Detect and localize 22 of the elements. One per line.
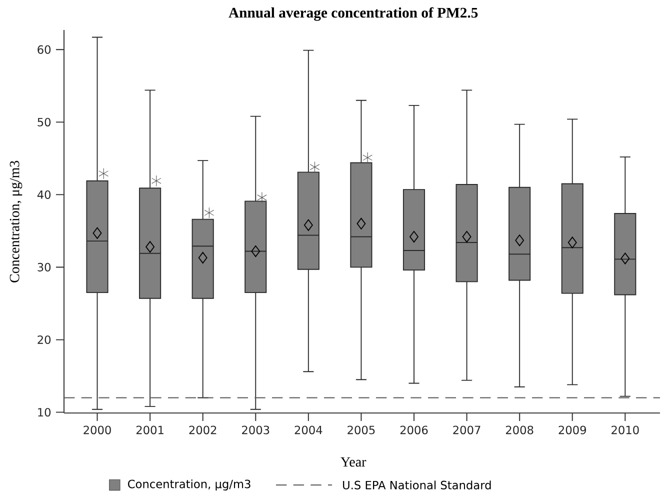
chart-title: Annual average concentration of PM2.5 xyxy=(228,7,478,21)
y-tick-label: 40 xyxy=(37,190,51,199)
y-tick-label: 50 xyxy=(38,118,51,126)
x-tick-label: 2004 xyxy=(294,426,322,434)
x-tick-label: 2002 xyxy=(189,426,216,434)
x-tick-label: 2008 xyxy=(506,426,534,434)
x-tick-label: 2003 xyxy=(242,426,270,434)
y-axis-title: Concentration, μg/m3 xyxy=(10,160,22,282)
x-axis-title: Year xyxy=(340,457,366,467)
x-tick-label: 2009 xyxy=(558,426,586,434)
y-tick-label: 20 xyxy=(38,335,51,344)
x-tick-label: 2007 xyxy=(453,426,480,434)
legend-label: Concentration, μg/m3 xyxy=(128,479,250,490)
x-tick-label: 2005 xyxy=(348,426,375,434)
legend-label: U.S EPA National Standard xyxy=(343,480,491,490)
y-tick-label: 60 xyxy=(38,45,51,54)
x-tick-label: 2000 xyxy=(84,426,111,434)
y-tick-label: 30 xyxy=(38,262,51,272)
x-tick-label: 2006 xyxy=(400,426,428,434)
y-tick-label: 10 xyxy=(38,408,51,417)
x-tick-label: 2001 xyxy=(136,426,164,434)
x-tick-label: 2010 xyxy=(612,426,639,434)
